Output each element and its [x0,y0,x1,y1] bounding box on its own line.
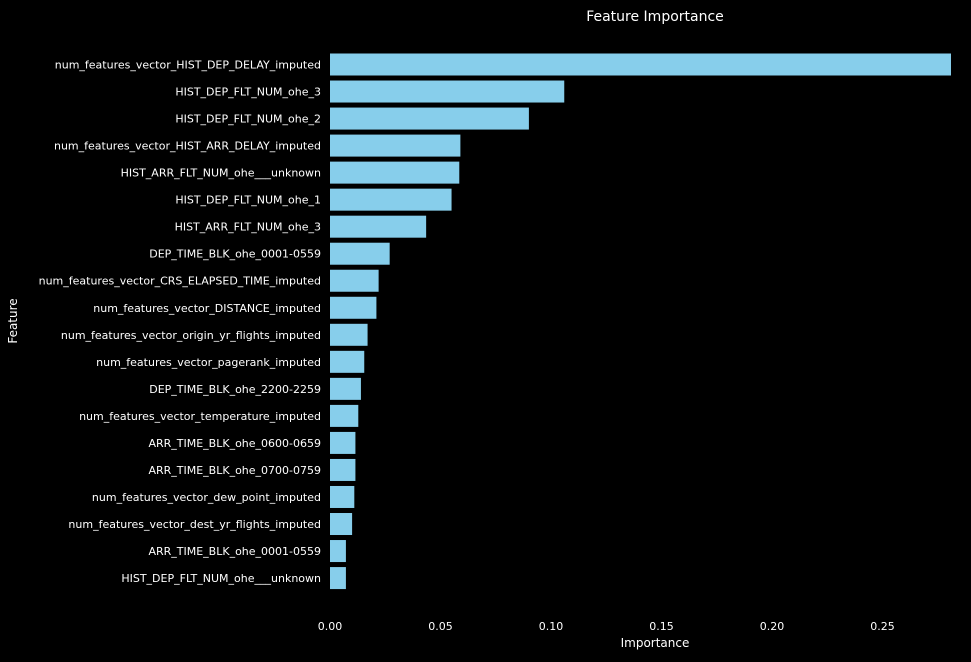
x-tick-label: 0.10 [539,620,564,633]
y-tick-labels: num_features_vector_HIST_DEP_DELAY_imput… [39,59,321,586]
y-tick-label: num_features_vector_dest_yr_flights_impu… [68,518,321,531]
y-tick-label: num_features_vector_origin_yr_flights_im… [61,329,321,342]
y-tick-label: HIST_ARR_FLT_NUM_ohe___unknown [121,167,321,180]
y-tick-label: num_features_vector_HIST_DEP_DELAY_imput… [55,59,321,72]
bar [330,431,356,454]
x-axis-label: Importance [621,636,690,650]
bar [330,540,346,563]
bar [330,215,427,238]
y-tick-label: ARR_TIME_BLK_ohe_0600-0659 [148,437,321,450]
y-tick-label: num_features_vector_temperature_imputed [79,410,321,423]
x-tick-label: 0.15 [649,620,674,633]
bar [330,161,460,184]
y-tick-label: ARR_TIME_BLK_ohe_0001-0559 [148,545,321,558]
y-tick-label: num_features_vector_dew_point_imputed [92,491,321,504]
bar [330,134,461,157]
bar [330,404,359,427]
bar [330,188,452,211]
x-tick-label: 0.20 [760,620,785,633]
bar [330,80,565,103]
bar [330,53,951,76]
y-tick-label: DEP_TIME_BLK_ohe_2200-2259 [149,383,321,396]
y-tick-label: ARR_TIME_BLK_ohe_0700-0759 [148,464,321,477]
y-tick-label: num_features_vector_pagerank_imputed [96,356,321,369]
bar [330,485,355,508]
bar [330,323,368,346]
y-tick-label: HIST_ARR_FLT_NUM_ohe_3 [175,221,321,234]
bar [330,242,390,265]
bars-group [330,53,951,590]
y-tick-label: num_features_vector_CRS_ELAPSED_TIME_imp… [39,275,321,288]
chart-title: Feature Importance [586,9,724,25]
y-tick-label: HIST_DEP_FLT_NUM_ohe_3 [175,86,321,99]
x-tick-labels: 0.00 0.05 0.10 0.15 0.20 0.25 [318,620,895,633]
bar [330,107,529,130]
bar [330,458,356,481]
y-tick-label: num_features_vector_HIST_ARR_DELAY_imput… [54,140,321,153]
bar [330,296,377,319]
y-tick-label: DEP_TIME_BLK_ohe_0001-0559 [149,248,321,261]
y-tick-label: num_features_vector_DISTANCE_imputed [93,302,321,315]
bar [330,269,379,292]
y-tick-label: HIST_DEP_FLT_NUM_ohe_2 [175,113,321,126]
x-tick-label: 0.25 [870,620,895,633]
bar [330,350,365,373]
bar [330,567,346,590]
y-tick-label: HIST_DEP_FLT_NUM_ohe___unknown [121,572,321,585]
y-axis-label: Feature [6,298,20,343]
x-tick-label: 0.05 [428,620,453,633]
bar [330,513,353,536]
x-tick-label: 0.00 [318,620,343,633]
bar [330,377,361,400]
y-tick-label: HIST_DEP_FLT_NUM_ohe_1 [175,194,321,207]
